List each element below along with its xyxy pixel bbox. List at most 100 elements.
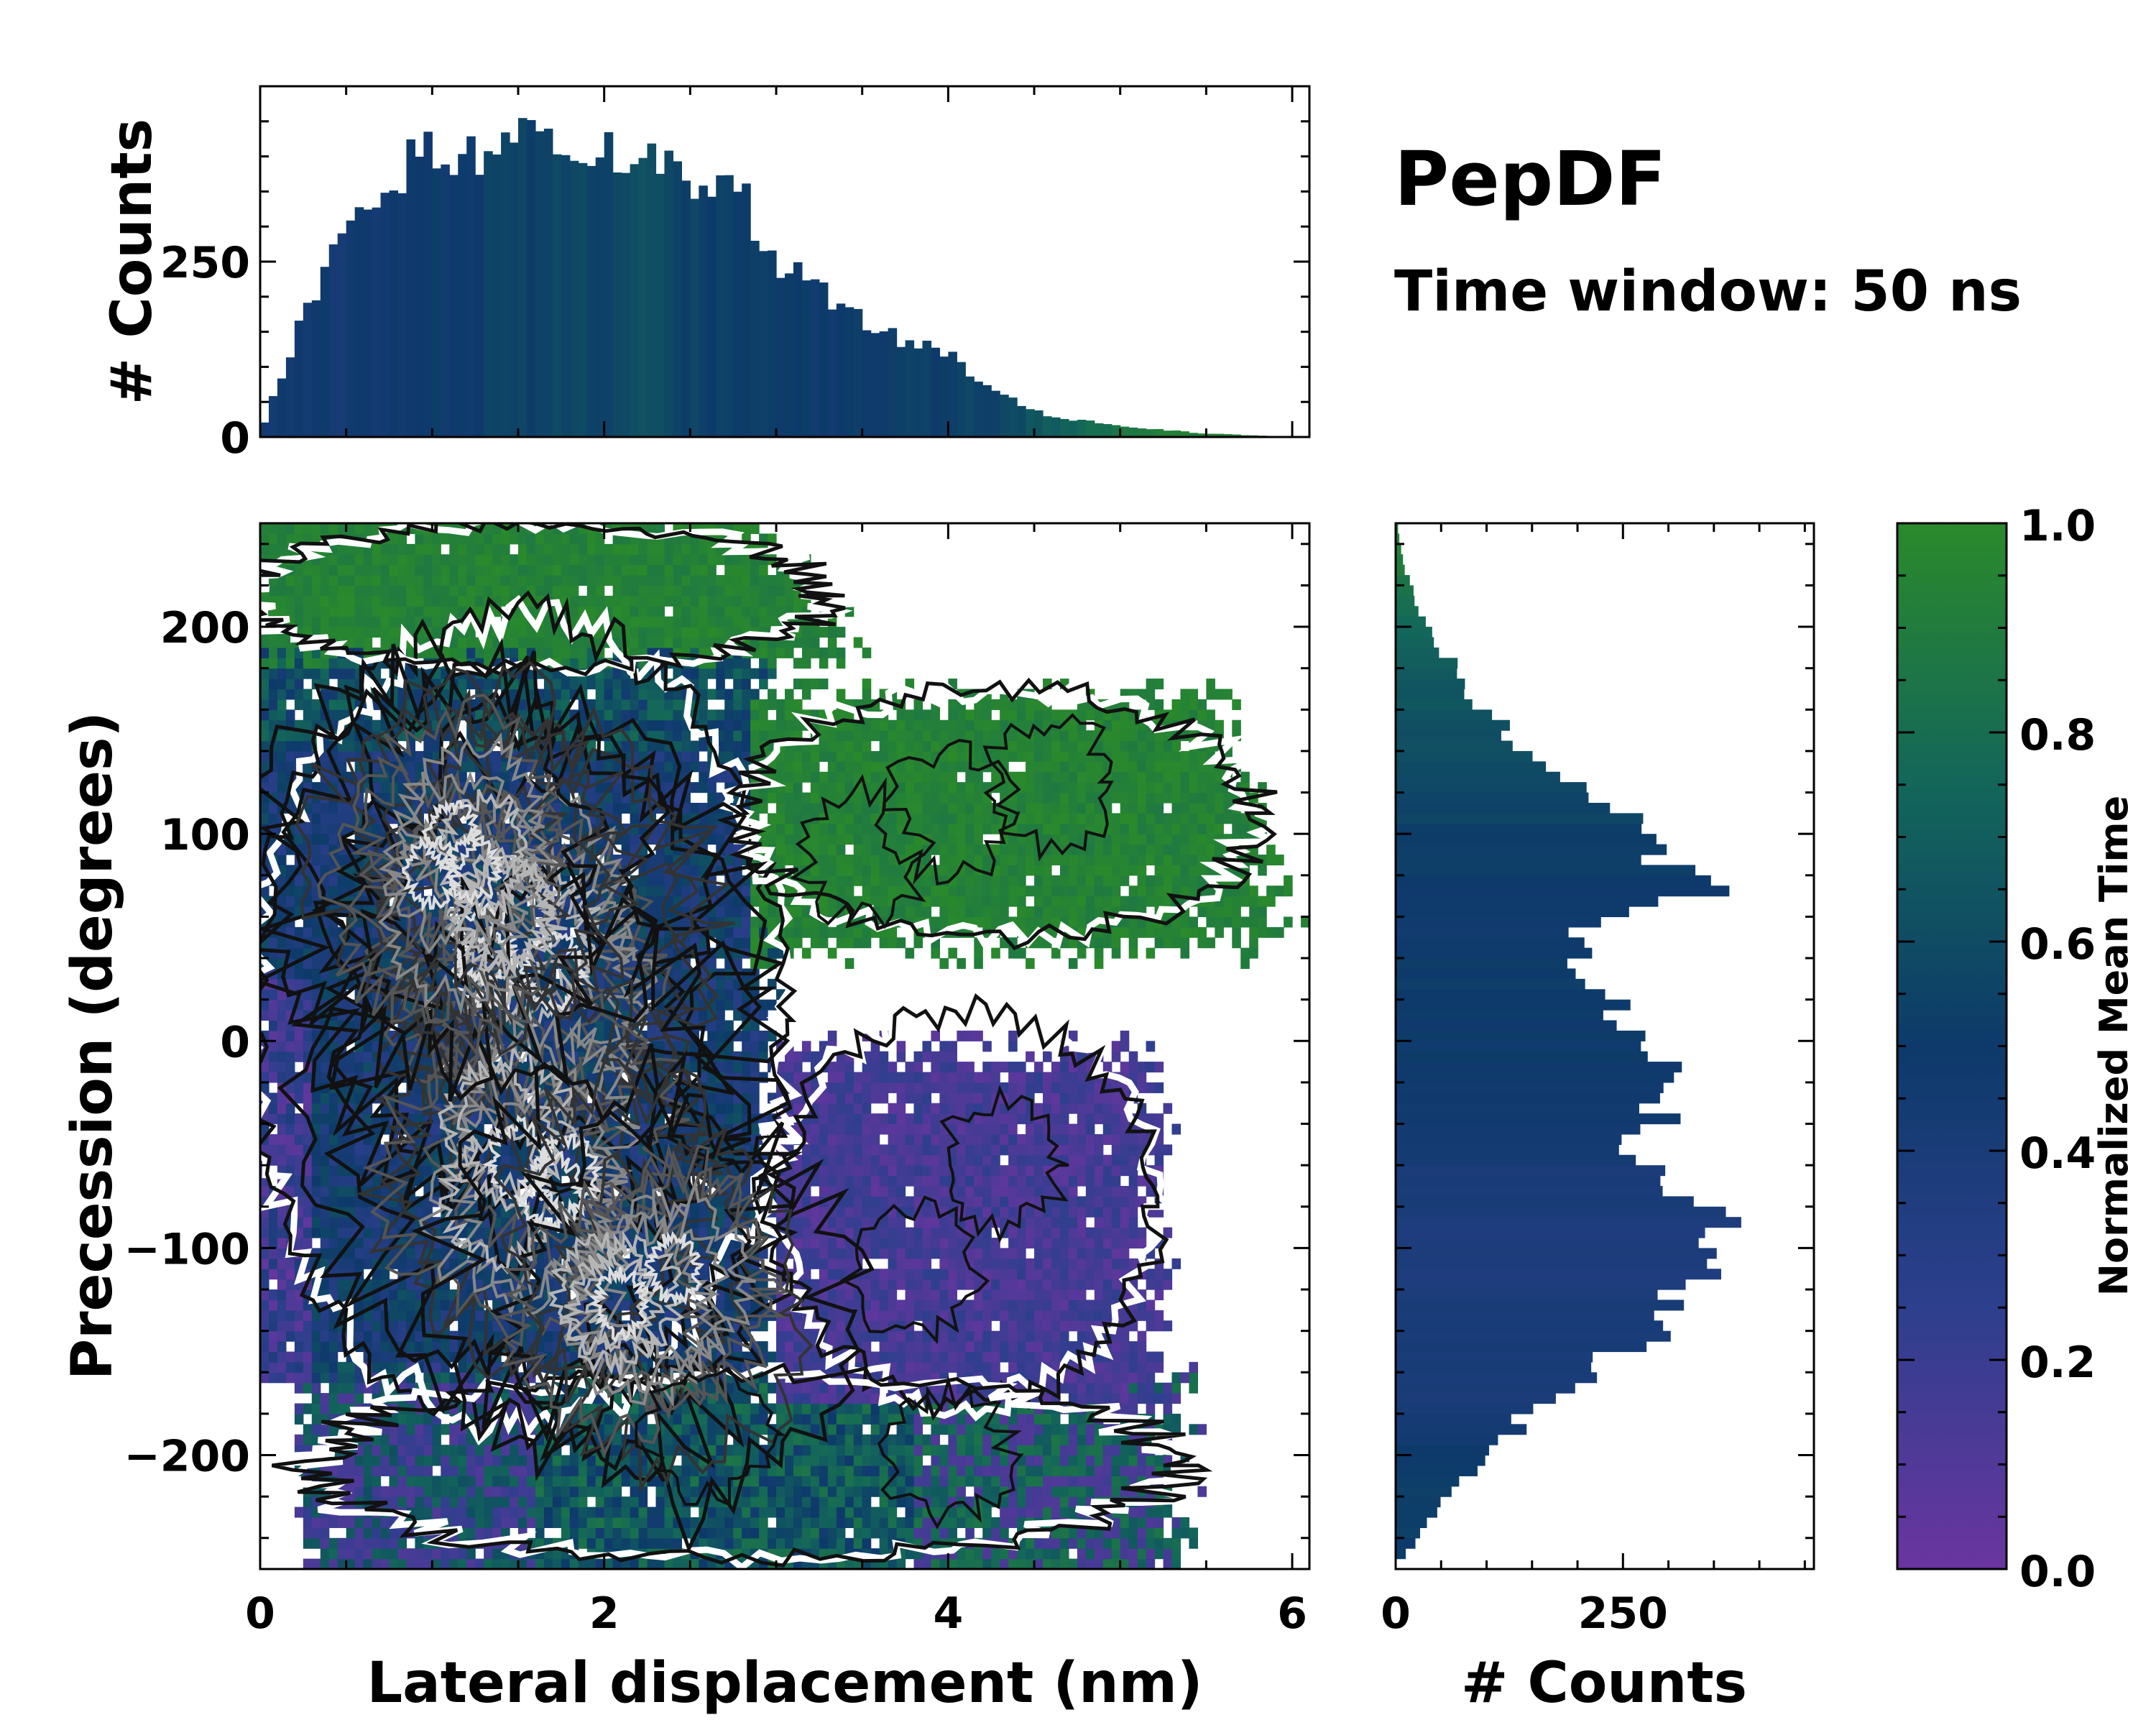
heatmap-cell	[311, 1351, 321, 1363]
heatmap-cell	[681, 554, 691, 566]
heatmap-cell	[475, 1465, 484, 1476]
heatmap-cell	[328, 1310, 338, 1321]
heatmap-cell	[354, 1062, 364, 1073]
heatmap-cell	[406, 606, 416, 617]
heatmap-cell	[458, 533, 467, 545]
heatmap-cell	[380, 1185, 390, 1197]
heatmap-cell	[311, 1413, 321, 1425]
heatmap-cell	[311, 834, 321, 845]
heatmap-cell	[311, 709, 321, 721]
heatmap-cell	[268, 813, 278, 824]
heatmap-cell	[311, 1361, 321, 1373]
heatmap-cell	[389, 1558, 399, 1569]
heatmap-cell	[294, 616, 304, 627]
heatmap-cell	[586, 606, 596, 617]
heatmap-cell	[638, 1537, 648, 1549]
heatmap-cell	[389, 1465, 399, 1476]
heatmap-cell	[664, 616, 674, 627]
heatmap-cell	[311, 1527, 321, 1539]
heatmap-cell	[664, 1445, 674, 1456]
heatmap-cell	[285, 1351, 295, 1363]
heatmap-cell	[612, 585, 622, 597]
heatmap-cell	[294, 1361, 304, 1373]
heatmap-cell	[501, 533, 510, 545]
heatmap-cell	[380, 1537, 390, 1549]
heatmap-cell	[449, 575, 459, 586]
heatmap-cell	[285, 668, 295, 679]
heatmap-cell	[363, 1476, 373, 1487]
heatmap-cell	[294, 575, 304, 586]
heatmap-cell	[681, 1476, 691, 1487]
heatmap-cell	[406, 1465, 416, 1476]
heatmap-cell	[630, 1496, 640, 1508]
heatmap-cell	[492, 1455, 502, 1466]
heatmap-cell	[432, 533, 441, 545]
heatmap-cell	[612, 802, 622, 814]
heatmap-cell	[492, 1465, 502, 1476]
heatmap-cell	[578, 533, 588, 545]
heatmap-cell	[526, 637, 536, 648]
heatmap-cell	[595, 1506, 605, 1518]
heatmap-cell	[604, 575, 614, 586]
heatmap-cell	[311, 1393, 321, 1404]
heatmap-cell	[380, 606, 390, 617]
heatmap-cell	[492, 575, 502, 586]
heatmap-cell	[363, 1248, 373, 1259]
heatmap-cell	[578, 543, 588, 555]
heatmap-cell	[569, 1465, 579, 1476]
heatmap-cell	[285, 1051, 295, 1062]
heatmap-cell	[354, 627, 364, 638]
heatmap-cell	[441, 585, 450, 597]
heatmap-cell	[458, 637, 467, 648]
heatmap-cell	[294, 926, 304, 938]
heatmap-cell	[535, 1517, 545, 1528]
heatmap-cell	[406, 1455, 416, 1466]
top-histogram-bar	[501, 132, 510, 437]
heatmap-cell	[311, 595, 321, 607]
heatmap-cell	[518, 627, 528, 638]
heatmap-cell	[277, 989, 287, 1000]
heatmap-cell	[630, 1527, 640, 1539]
heatmap-cell	[268, 1051, 278, 1062]
heatmap-cell	[484, 1496, 493, 1508]
heatmap-cell	[363, 616, 373, 627]
top-histogram-bar	[801, 280, 811, 437]
heatmap-cell	[673, 585, 682, 597]
heatmap-cell	[380, 1238, 390, 1249]
heatmap-cell	[320, 606, 330, 617]
heatmap-cell	[638, 606, 648, 617]
heatmap-cell	[604, 1496, 614, 1508]
heatmap-cell	[328, 606, 338, 617]
heatmap-cell	[337, 1175, 347, 1187]
heatmap-cell	[294, 1372, 304, 1384]
heatmap-cell	[432, 1548, 441, 1560]
heatmap-cell	[664, 554, 674, 566]
heatmap-cell	[354, 1558, 364, 1569]
heatmap-cell	[664, 771, 674, 783]
heatmap-cell	[406, 1476, 416, 1487]
top-histogram-bar	[441, 164, 450, 437]
heatmap-cell	[484, 1486, 493, 1497]
heatmap-cell	[621, 1496, 631, 1508]
heatmap-cell	[526, 564, 536, 576]
top-histogram-bar	[569, 160, 579, 437]
heatmap-cell	[673, 627, 682, 638]
heatmap-cell	[535, 575, 545, 586]
heatmap-cell	[389, 1496, 399, 1508]
heatmap-cell	[466, 637, 476, 648]
heatmap-cell	[432, 1455, 441, 1466]
heatmap-cell	[372, 1361, 382, 1373]
heatmap-cell	[285, 1103, 295, 1114]
heatmap-cell	[561, 1506, 571, 1518]
heatmap-cell	[337, 1133, 347, 1145]
heatmap-cell	[569, 595, 579, 607]
heatmap-cell	[647, 627, 657, 638]
heatmap-cell	[354, 595, 364, 607]
heatmap-cell	[311, 585, 321, 597]
top-histogram-bar	[294, 321, 304, 437]
heatmap-cell	[621, 585, 631, 597]
heatmap-cell	[260, 533, 270, 545]
heatmap-cell	[397, 543, 407, 555]
heatmap-cell	[346, 1382, 356, 1394]
heatmap-cell	[380, 1455, 390, 1466]
